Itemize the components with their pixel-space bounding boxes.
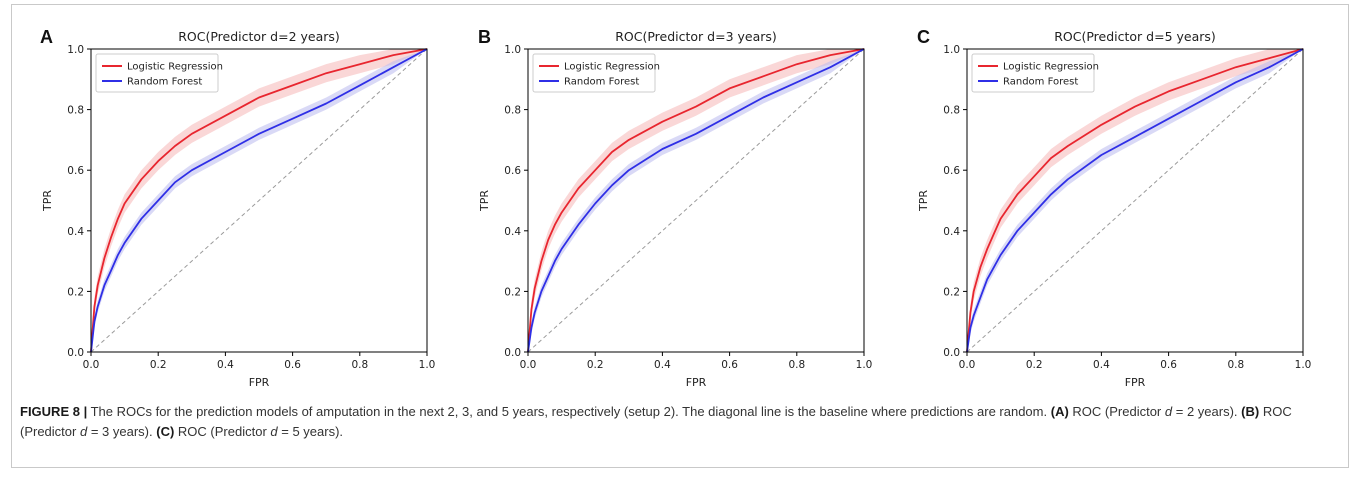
caption-label: FIGURE 8 |: [20, 404, 88, 419]
caption-b-post: = 3 years).: [90, 424, 153, 439]
x-tick-label: 0.6: [721, 359, 738, 371]
chart-panel-a: A ROC(Predictor d=2 years) 0.0 0.2 0.4 0.6 0.8…: [40, 27, 435, 389]
x-tick-label: 0.0: [83, 359, 100, 371]
y-axis-label: TPR: [41, 190, 54, 212]
y-tick-label: 0.0: [504, 347, 521, 359]
legend-box: [532, 53, 656, 93]
caption-c-label: (C): [156, 424, 175, 439]
legend-label: Logistic Regression: [1003, 62, 1099, 73]
x-tick-label: 0.0: [520, 359, 537, 371]
y-tick-label: 0.8: [67, 105, 84, 117]
x-axis-label: FPR: [1125, 376, 1146, 389]
x-tick-label: 0.0: [959, 359, 976, 371]
x-tick-label: 0.2: [1026, 359, 1043, 371]
y-tick-label: 0.6: [943, 165, 960, 177]
caption-b-var: d: [79, 424, 88, 439]
legend-box: [95, 53, 219, 93]
legend-label: Logistic Regression: [127, 62, 223, 73]
baseline-diagonal: [90, 48, 428, 353]
series-band-lr: [967, 49, 1303, 352]
series-line-logistic-regression: [527, 48, 865, 353]
baseline-diagonal: [527, 48, 865, 353]
y-tick-label: 0.4: [504, 226, 521, 238]
x-tick-label: 0.6: [1160, 359, 1177, 371]
y-tick-label: 0.6: [67, 165, 84, 177]
caption-a-label: (A): [1050, 404, 1069, 419]
plot-frame: [90, 48, 428, 353]
figure-frame: [11, 4, 1349, 468]
caption-a-pre: ROC (Predictor: [1072, 404, 1162, 419]
series-band-lr: [528, 49, 864, 352]
series-line-random-forest: [90, 48, 428, 353]
y-tick-label: 0.2: [504, 286, 521, 298]
series-band-rf: [528, 49, 864, 352]
x-axis-label: FPR: [249, 376, 270, 389]
chart-title: ROC(Predictor d=3 years): [615, 29, 777, 44]
caption-c-var: d: [270, 424, 278, 439]
x-tick-label: 1.0: [856, 359, 873, 371]
panel-letter: B: [478, 27, 491, 47]
y-tick-label: 1.0: [67, 44, 84, 56]
panel-letter: C: [917, 27, 930, 47]
plot-frame: [966, 48, 1304, 353]
y-tick-label: 0.2: [943, 286, 960, 298]
y-axis-label: TPR: [917, 190, 930, 212]
series-line-random-forest: [966, 48, 1304, 353]
caption-b-label: (B): [1241, 404, 1260, 419]
x-tick-label: 0.8: [1227, 359, 1244, 371]
series-line-random-forest: [527, 48, 865, 353]
x-axis-label: FPR: [686, 376, 707, 389]
panel-letter: A: [40, 27, 53, 47]
y-tick-label: 0.8: [504, 105, 521, 117]
y-tick-label: 0.2: [67, 286, 84, 298]
y-tick-label: 0.0: [67, 347, 84, 359]
y-axis-label: TPR: [478, 190, 491, 212]
plot-frame: [527, 48, 865, 353]
x-tick-label: 0.8: [788, 359, 805, 371]
legend-label: Random Forest: [564, 77, 639, 88]
y-tick-label: 0.0: [943, 347, 960, 359]
series-line-logistic-regression: [90, 48, 428, 353]
figure-caption: FIGURE 8 | The ROCs for the prediction m…: [20, 402, 1340, 442]
caption-c-post: = 5 years).: [281, 424, 344, 439]
x-tick-label: 1.0: [419, 359, 436, 371]
chart-panel-c: C ROC(Predictor d=5 years) 0.0 0.2 0.4 0.6 0.8…: [917, 27, 1311, 389]
chart-title: ROC(Predictor d=5 years): [1054, 29, 1216, 44]
x-tick-label: 0.4: [654, 359, 671, 371]
x-tick-label: 0.4: [1093, 359, 1110, 371]
legend-box: [971, 53, 1095, 93]
x-tick-label: 0.6: [284, 359, 301, 371]
chart-title: ROC(Predictor d=2 years): [178, 29, 340, 44]
y-tick-label: 1.0: [504, 44, 521, 56]
baseline-diagonal: [966, 48, 1304, 353]
x-tick-label: 0.4: [217, 359, 234, 371]
caption-a-var: d: [1164, 404, 1173, 419]
legend-label: Logistic Regression: [564, 62, 660, 73]
series-line-logistic-regression: [966, 48, 1304, 353]
x-tick-label: 0.2: [587, 359, 604, 371]
caption-b-pre: ROC (Predictor: [20, 404, 1292, 439]
caption-c-pre: ROC (Predictor: [177, 424, 267, 439]
y-tick-label: 0.6: [504, 165, 521, 177]
x-tick-label: 0.2: [150, 359, 167, 371]
roc-figure: A ROC(Predictor d=2 years) 0.0 0.2 0.4 0.6 0.8…: [40, 27, 1311, 389]
caption-a-post: = 2 years).: [1175, 404, 1238, 419]
chart-panel-b: B ROC(Predictor d=3 years) 0.0 0.2 0.4 0.6 0.8…: [478, 27, 872, 389]
y-tick-label: 0.4: [67, 226, 84, 238]
y-tick-label: 0.4: [943, 226, 960, 238]
y-tick-label: 1.0: [943, 44, 960, 56]
x-tick-label: 0.8: [351, 359, 368, 371]
legend-label: Random Forest: [127, 77, 202, 88]
y-tick-label: 0.8: [943, 105, 960, 117]
caption-text: The ROCs for the prediction models of am…: [90, 404, 1048, 419]
x-tick-label: 1.0: [1295, 359, 1312, 371]
legend-label: Random Forest: [1003, 77, 1078, 88]
